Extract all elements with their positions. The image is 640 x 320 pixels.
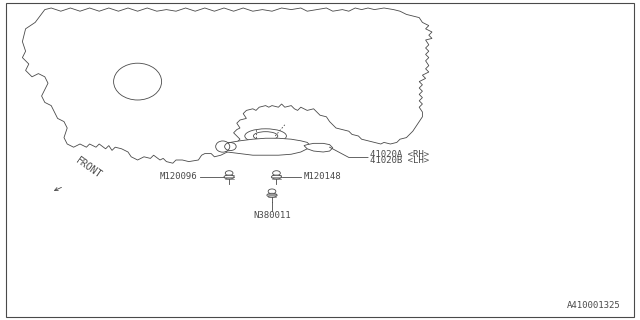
Ellipse shape [224, 175, 234, 179]
Ellipse shape [216, 141, 230, 152]
Text: FRONT: FRONT [74, 156, 104, 181]
Text: N380011: N380011 [253, 212, 291, 220]
Ellipse shape [268, 189, 276, 194]
Ellipse shape [225, 171, 233, 175]
Polygon shape [22, 8, 432, 163]
Ellipse shape [271, 175, 282, 179]
Ellipse shape [244, 129, 287, 143]
Text: 41020B <LH>: 41020B <LH> [370, 156, 429, 165]
Polygon shape [304, 143, 333, 152]
Ellipse shape [267, 193, 277, 197]
Ellipse shape [273, 171, 280, 175]
Text: M120096: M120096 [159, 172, 197, 181]
Polygon shape [221, 138, 310, 155]
Text: 41020A <RH>: 41020A <RH> [370, 150, 429, 159]
Text: A410001325: A410001325 [567, 301, 621, 310]
Text: M120148: M120148 [303, 172, 341, 181]
